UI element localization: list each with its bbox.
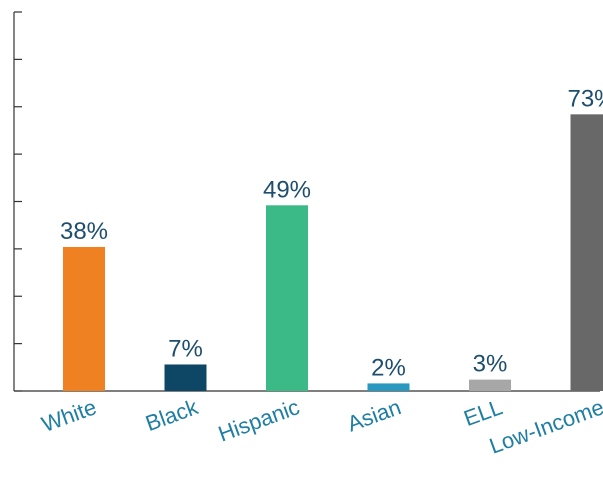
value-label: 73%	[567, 85, 603, 112]
value-label: 3%	[473, 351, 508, 378]
category-label: Asian	[344, 394, 404, 436]
value-label: 38%	[60, 218, 108, 245]
category-label: White	[38, 394, 99, 437]
value-label: 49%	[263, 176, 311, 203]
category-label: Black	[142, 394, 202, 436]
bar	[63, 246, 105, 391]
bar	[266, 205, 308, 391]
bar	[367, 383, 410, 391]
category-label: Hispanic	[215, 394, 303, 446]
chart-bars	[63, 114, 603, 391]
chart-value-labels: 38% 7% 49% 2% 3% 73%	[60, 85, 603, 381]
category-label: Low-Income	[486, 394, 603, 458]
category-label: ELL	[460, 394, 505, 431]
value-label: 7%	[168, 335, 203, 362]
value-label: 2%	[371, 354, 406, 381]
bar	[570, 114, 603, 391]
bar	[164, 364, 207, 391]
bar	[469, 379, 511, 391]
